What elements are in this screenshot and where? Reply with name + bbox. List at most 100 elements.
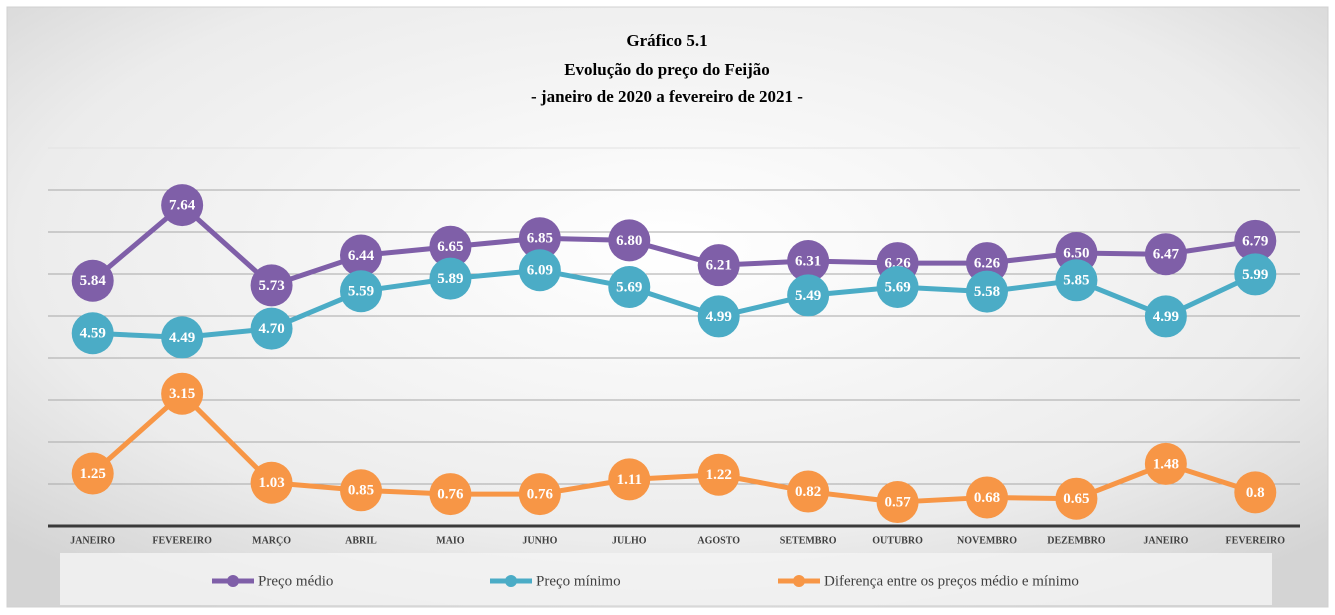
- x-tick-label: AGOSTO: [697, 535, 740, 546]
- data-label: 0.76: [437, 487, 464, 503]
- data-point: [608, 266, 651, 309]
- x-tick-label: FEVEREIRO: [1226, 535, 1286, 546]
- data-point: [1144, 233, 1187, 276]
- data-label: 5.49: [795, 288, 821, 304]
- data-point: [340, 234, 382, 277]
- data-point: [1055, 477, 1098, 520]
- data-label: 6.31: [795, 253, 821, 269]
- x-tick-label: MARÇO: [252, 535, 291, 546]
- chart-background: [6, 6, 1329, 608]
- data-label: 5.69: [884, 279, 910, 295]
- data-point: [250, 461, 293, 504]
- data-point: [1234, 471, 1277, 514]
- data-label: 0.85: [348, 483, 374, 499]
- x-tick-label: FEVEREIRO: [152, 535, 212, 546]
- data-label: 1.22: [706, 467, 732, 483]
- data-point: [1234, 253, 1277, 296]
- data-label: 5.84: [80, 273, 107, 289]
- data-point: [1144, 442, 1187, 485]
- data-label: 4.99: [706, 309, 732, 325]
- data-point: [966, 270, 1008, 313]
- data-point: [608, 219, 651, 262]
- data-point: [429, 225, 472, 268]
- data-point: [697, 244, 740, 287]
- data-point: [340, 469, 382, 512]
- x-tick-label: JUNHO: [522, 535, 557, 546]
- data-label: 6.44: [348, 248, 375, 264]
- data-label: 6.79: [1242, 233, 1268, 249]
- data-label: 4.59: [80, 326, 106, 342]
- legend-label: Diferença entre os preços médio e mínimo: [824, 573, 1079, 589]
- legend-background: [60, 553, 1272, 605]
- x-tick-label: DEZEMBRO: [1047, 535, 1106, 546]
- legend-swatch: [227, 575, 239, 587]
- data-label: 5.99: [1242, 267, 1268, 283]
- data-label: 6.80: [616, 233, 642, 249]
- data-label: 6.09: [527, 263, 553, 279]
- data-label: 6.65: [437, 239, 463, 255]
- data-label: 6.47: [1153, 247, 1180, 263]
- chart-title: - janeiro de 2020 a fevereiro de 2021 -: [531, 87, 803, 106]
- data-point: [518, 217, 561, 260]
- x-tick-label: NOVEMBRO: [957, 535, 1017, 546]
- data-point: [1144, 295, 1187, 338]
- legend-label: Preço médio: [258, 573, 333, 589]
- data-label: 0.76: [527, 487, 554, 503]
- x-tick-label: SETEMBRO: [780, 535, 837, 546]
- x-tick-label: ABRIL: [345, 535, 377, 546]
- data-point: [161, 372, 204, 415]
- data-point: [697, 295, 740, 338]
- data-point: [250, 307, 293, 350]
- data-label: 5.73: [258, 278, 284, 294]
- data-label: 0.65: [1063, 491, 1089, 507]
- data-point: [697, 453, 740, 496]
- chart-title: Gráfico 5.1: [626, 31, 707, 50]
- data-point: [1055, 259, 1098, 302]
- chart-title: Evolução do preço do Feijão: [564, 60, 770, 79]
- x-tick-label: JANEIRO: [70, 535, 115, 546]
- data-point: [71, 259, 114, 302]
- data-point: [876, 481, 919, 524]
- data-label: 5.89: [437, 271, 463, 287]
- legend-swatch: [793, 575, 805, 587]
- data-label: 6.21: [706, 258, 732, 274]
- data-label: 0.82: [795, 484, 821, 500]
- data-label: 4.70: [258, 321, 284, 337]
- legend-label: Preço mínimo: [536, 573, 621, 589]
- data-label: 4.49: [169, 330, 195, 346]
- data-point: [250, 264, 293, 307]
- data-point: [876, 266, 919, 309]
- data-label: 0.68: [974, 490, 1000, 506]
- data-point: [787, 470, 830, 513]
- data-point: [161, 316, 204, 359]
- data-label: 5.85: [1063, 273, 1089, 289]
- data-label: 6.85: [527, 231, 553, 247]
- data-point: [608, 458, 651, 501]
- data-point: [787, 274, 830, 317]
- data-point: [429, 473, 472, 516]
- data-label: 5.58: [974, 284, 1000, 300]
- x-tick-label: JANEIRO: [1143, 535, 1188, 546]
- data-label: 1.48: [1153, 456, 1179, 472]
- data-point: [161, 184, 204, 227]
- data-point: [71, 312, 114, 355]
- data-label: 0.57: [884, 494, 911, 510]
- legend-swatch: [505, 575, 517, 587]
- data-label: 5.69: [616, 279, 642, 295]
- x-tick-label: MAIO: [436, 535, 465, 546]
- data-label: 0.8: [1246, 485, 1265, 501]
- data-point: [966, 476, 1008, 519]
- data-label: 6.50: [1063, 245, 1089, 261]
- data-label: 6.26: [974, 256, 1001, 272]
- data-point: [429, 257, 472, 300]
- data-label: 1.25: [80, 466, 106, 482]
- data-point: [1234, 219, 1277, 262]
- data-label: 7.64: [169, 198, 196, 214]
- data-label: 4.99: [1153, 309, 1179, 325]
- data-point: [518, 473, 561, 516]
- data-point: [518, 249, 561, 292]
- data-label: 1.03: [258, 475, 284, 491]
- data-label: 1.11: [617, 472, 642, 488]
- data-point: [787, 239, 830, 282]
